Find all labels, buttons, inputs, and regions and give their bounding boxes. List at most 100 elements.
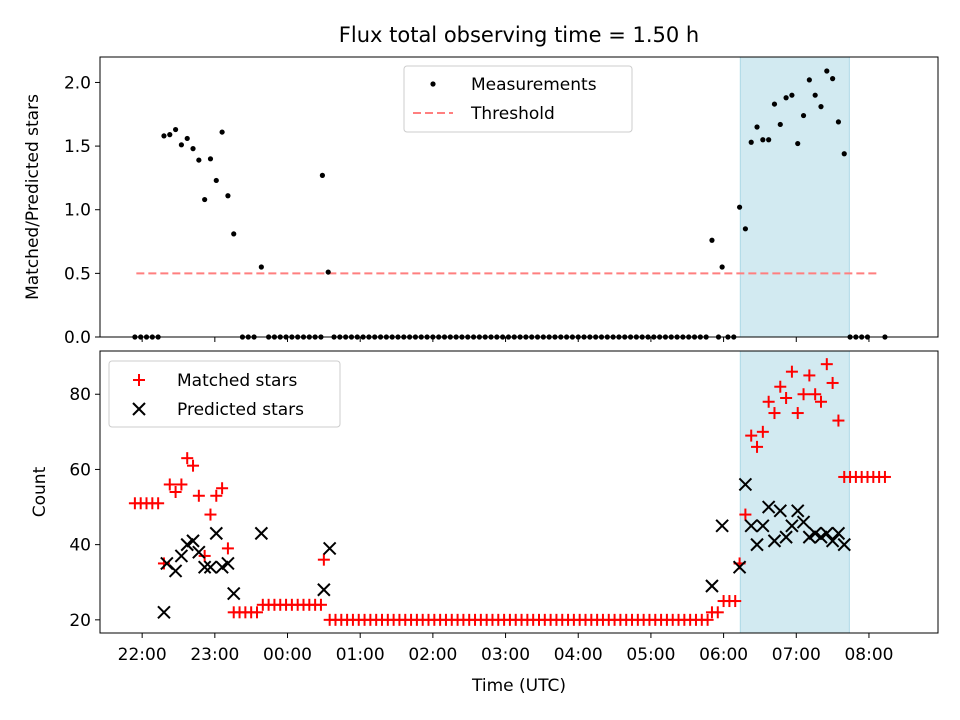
matched-point <box>210 489 223 502</box>
bottom-predicted-layer <box>157 477 851 620</box>
predicted-point-b <box>808 526 822 541</box>
predicted-point <box>814 530 828 544</box>
predicted-point-b <box>705 579 719 593</box>
measurement-point <box>771 101 778 107</box>
matched-point <box>762 395 775 408</box>
measurement-point <box>830 76 836 82</box>
predicted-point <box>209 526 223 541</box>
matched-point <box>826 376 839 389</box>
predicted-point <box>317 583 331 597</box>
matched-point <box>809 388 822 401</box>
bottom-legend: Matched stars Predicted stars <box>108 360 341 428</box>
bottom-panel: 20 40 60 80 22:00 23:00 00:00 01:00 02:00 03:00 0… <box>30 350 939 696</box>
measurement-point <box>841 151 847 157</box>
bottom-y-tick-label: 40 <box>69 536 91 556</box>
predicted-point-b <box>814 530 828 544</box>
x-axis-label: Time (UTC) <box>471 676 566 696</box>
predicted-point <box>174 549 189 563</box>
matched-point <box>317 553 330 566</box>
predicted-point <box>773 504 787 518</box>
predicted-point <box>192 545 206 559</box>
legend-matched-label: Matched stars <box>177 371 297 391</box>
predicted-point-b <box>773 504 787 518</box>
predicted-point <box>779 530 793 544</box>
predicted-point-b <box>203 560 218 574</box>
predicted-point <box>221 556 235 571</box>
predicted-point <box>715 519 729 533</box>
top-y-tick-label: 0.0 <box>64 328 91 348</box>
measurement-point <box>742 226 748 232</box>
legend-measurements-marker <box>430 81 436 87</box>
predicted-point-b <box>744 519 758 533</box>
bottom-matched-layer <box>128 358 891 626</box>
predicted-point-b <box>802 530 817 544</box>
matched-point <box>803 369 816 382</box>
predicted-point-b <box>160 556 174 571</box>
predicted-point <box>203 560 218 574</box>
predicted-point-b <box>215 560 229 574</box>
predicted-point <box>785 519 799 533</box>
predicted-point-b <box>715 519 729 533</box>
measurement-point <box>754 124 760 130</box>
matched-point <box>756 425 769 438</box>
top-y-tick-label: 2.0 <box>64 73 91 93</box>
measurement-point <box>184 135 190 142</box>
matched-point <box>163 478 176 491</box>
matched-point <box>745 429 758 442</box>
matched-point <box>204 508 217 521</box>
matched-point <box>797 388 810 401</box>
predicted-point <box>197 560 212 574</box>
predicted-point-b <box>785 519 799 533</box>
predicted-point-b <box>254 526 269 541</box>
predicted-point-b <box>227 586 241 601</box>
x-tick-label: 02:00 <box>408 645 457 665</box>
legend-predicted-label: Predicted stars <box>177 400 304 420</box>
measurement-point <box>835 119 842 125</box>
matched-point <box>250 606 263 619</box>
predicted-point <box>157 605 171 620</box>
measurement-point <box>736 204 743 210</box>
x-tick-label: 06:00 <box>699 645 748 665</box>
predicted-point <box>825 534 840 548</box>
matched-point <box>768 407 781 420</box>
bottom-y-axis-label: Count <box>30 466 50 517</box>
matched-point <box>175 478 188 491</box>
matched-point <box>739 508 752 521</box>
measurement-point <box>795 140 801 147</box>
measurement-point <box>824 68 830 74</box>
predicted-point-b <box>825 534 840 548</box>
predicted-point-b <box>756 519 770 533</box>
measurement-point <box>709 237 715 243</box>
chart-title: Flux total observing time = 1.50 h <box>339 23 699 47</box>
matched-point <box>198 549 211 562</box>
matched-point <box>774 380 787 393</box>
predicted-point-b <box>209 526 223 541</box>
matched-point <box>878 470 891 483</box>
matched-point <box>820 358 833 371</box>
bottom-y-tick-label: 20 <box>69 611 91 631</box>
predicted-point <box>744 519 758 533</box>
legend-threshold-label: Threshold <box>470 104 555 124</box>
x-tick-label: 03:00 <box>481 645 530 665</box>
measurement-point <box>161 133 167 139</box>
legend-predicted-marker <box>132 402 146 416</box>
top-y-tick-label: 1.0 <box>64 201 91 221</box>
x-tick-label: 01:00 <box>336 645 385 665</box>
measurement-point <box>806 77 812 83</box>
predicted-point <box>180 537 194 552</box>
matched-point <box>751 440 764 453</box>
predicted-point <box>820 526 834 541</box>
predicted-point-b <box>322 541 337 556</box>
top-y-ticks: 0.0 0.5 1.0 1.5 2.0 <box>64 73 100 348</box>
bottom-y-tick-label: 80 <box>69 385 91 405</box>
predicted-point-b <box>174 549 189 563</box>
matched-point <box>711 606 724 619</box>
top-panel: 0.00.51.01.52.0 Matched/Predicted stars … <box>23 56 939 348</box>
measurement-point <box>789 92 795 98</box>
measurement-point <box>319 172 326 178</box>
bottom-y-ticks: 20 40 60 80 <box>69 385 100 631</box>
bottom-x-ticks: 22:00 23:00 00:00 01:00 02:00 03:00 04:00 05:00… <box>118 633 893 665</box>
matched-point <box>192 489 205 502</box>
x-tick-label: 00:00 <box>263 645 312 665</box>
predicted-point-b <box>820 526 834 541</box>
